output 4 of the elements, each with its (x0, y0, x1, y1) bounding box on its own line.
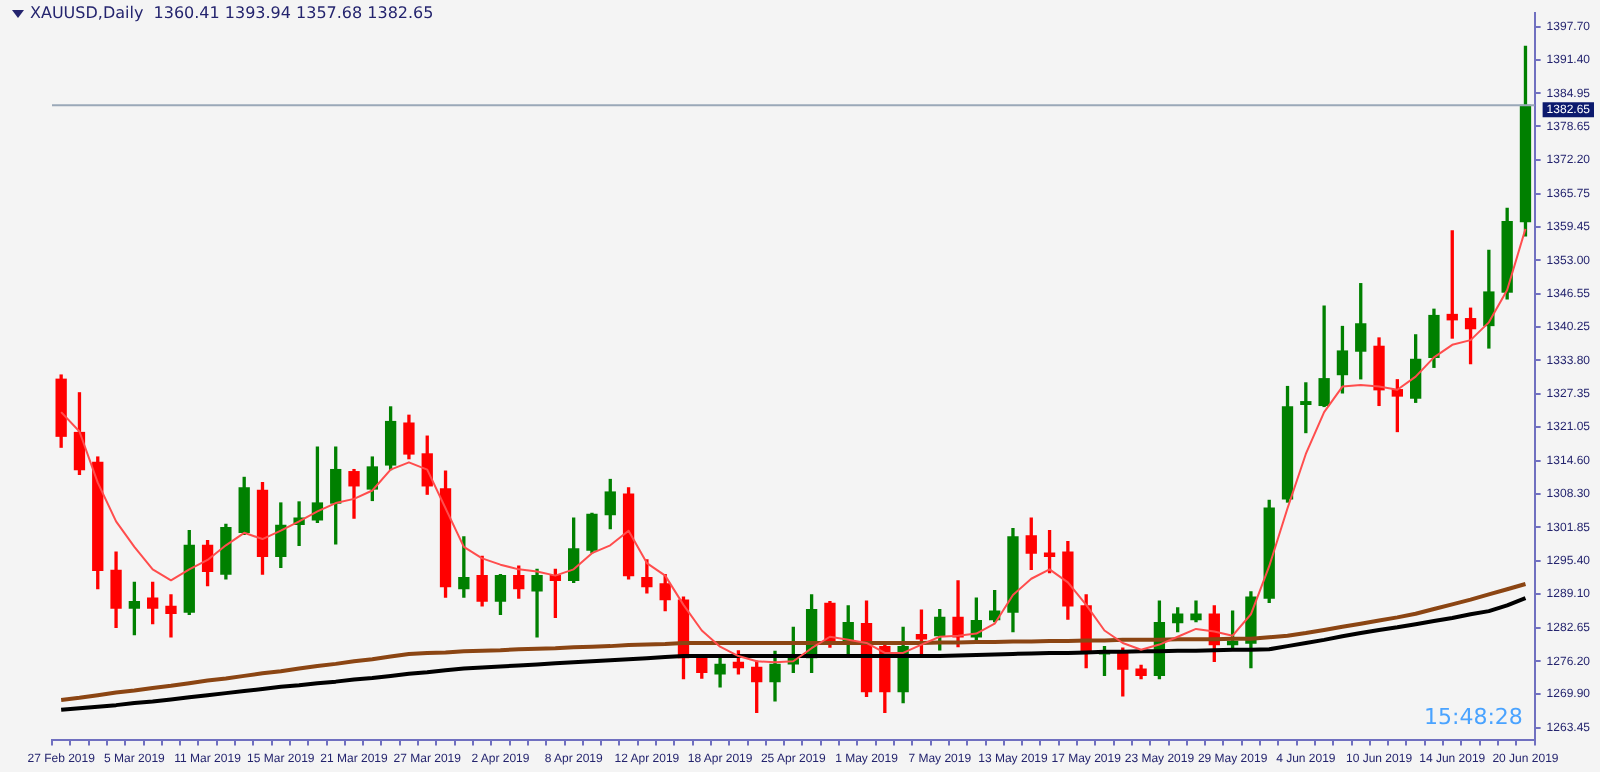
annotation: 15:48:28 (1424, 704, 1523, 730)
candlestick (165, 594, 177, 638)
candlestick (458, 536, 470, 598)
chart-title: XAUUSD,Daily 1360.41 1393.94 1357.68 1382.65 (30, 4, 434, 22)
